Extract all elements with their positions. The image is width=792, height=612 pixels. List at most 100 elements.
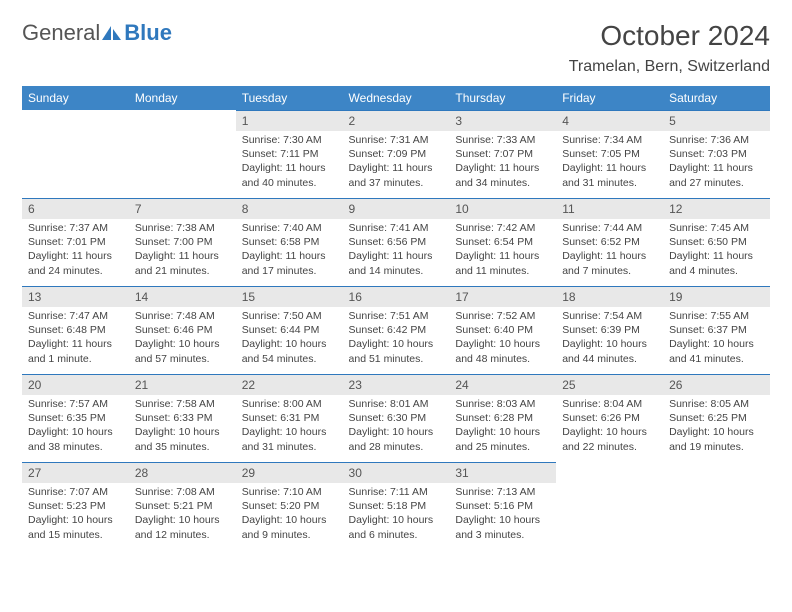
calendar-cell: 16Sunrise: 7:51 AMSunset: 6:42 PMDayligh… [343,286,450,374]
sunset-text: Sunset: 6:42 PM [349,323,444,337]
sunrise-text: Sunrise: 7:52 AM [455,309,550,323]
day-number: 1 [236,110,343,131]
calendar-cell: 3Sunrise: 7:33 AMSunset: 7:07 PMDaylight… [449,110,556,198]
daylight-text: Daylight: 10 hours and 19 minutes. [669,425,764,453]
day-details: Sunrise: 7:31 AMSunset: 7:09 PMDaylight:… [343,131,450,194]
sunset-text: Sunset: 6:30 PM [349,411,444,425]
sunrise-text: Sunrise: 7:13 AM [455,485,550,499]
day-details: Sunrise: 7:42 AMSunset: 6:54 PMDaylight:… [449,219,556,282]
sunset-text: Sunset: 6:31 PM [242,411,337,425]
calendar-cell: 30Sunrise: 7:11 AMSunset: 5:18 PMDayligh… [343,462,450,550]
sunset-text: Sunset: 7:09 PM [349,147,444,161]
sunset-text: Sunset: 6:39 PM [562,323,657,337]
daylight-text: Daylight: 11 hours and 37 minutes. [349,161,444,189]
calendar-cell: 22Sunrise: 8:00 AMSunset: 6:31 PMDayligh… [236,374,343,462]
sunset-text: Sunset: 6:50 PM [669,235,764,249]
sunset-text: Sunset: 5:21 PM [135,499,230,513]
day-number: 25 [556,374,663,395]
daylight-text: Daylight: 11 hours and 14 minutes. [349,249,444,277]
calendar-cell: 24Sunrise: 8:03 AMSunset: 6:28 PMDayligh… [449,374,556,462]
sunset-text: Sunset: 6:40 PM [455,323,550,337]
daylight-text: Daylight: 10 hours and 3 minutes. [455,513,550,541]
day-details: Sunrise: 7:36 AMSunset: 7:03 PMDaylight:… [663,131,770,194]
day-number: 15 [236,286,343,307]
month-title: October 2024 [569,20,770,52]
day-number: 18 [556,286,663,307]
calendar-cell: 21 Sunrise: 7:58 AMSunset: 6:33 PMDayligh… [129,374,236,462]
day-details: Sunrise: 7:30 AMSunset: 7:11 PMDaylight:… [236,131,343,194]
day-number: 29 [236,462,343,483]
sunset-text: Sunset: 6:35 PM [28,411,123,425]
sunrise-text: Sunrise: 8:03 AM [455,397,550,411]
day-details: Sunrise: 7:38 AMSunset: 7:00 PMDaylight:… [129,219,236,282]
day-details: Sunrise: 7:52 AMSunset: 6:40 PMDaylight:… [449,307,556,370]
calendar-cell: 14Sunrise: 7:48 AMSunset: 6:46 PMDayligh… [129,286,236,374]
daylight-text: Daylight: 11 hours and 34 minutes. [455,161,550,189]
day-details: Sunrise: 7:55 AMSunset: 6:37 PMDaylight:… [663,307,770,370]
day-details: Sunrise: 7:57 AMSunset: 6:35 PMDaylight:… [22,395,129,458]
day-details: Sunrise: 7:37 AMSunset: 7:01 PMDaylight:… [22,219,129,282]
daylight-text: Daylight: 10 hours and 54 minutes. [242,337,337,365]
sunset-text: Sunset: 6:54 PM [455,235,550,249]
day-details: Sunrise: 7:41 AMSunset: 6:56 PMDaylight:… [343,219,450,282]
daylight-text: Daylight: 11 hours and 4 minutes. [669,249,764,277]
calendar-cell [129,110,236,198]
calendar-cell: 8Sunrise: 7:40 AMSunset: 6:58 PMDaylight… [236,198,343,286]
day-number: 7 [129,198,236,219]
sunset-text: Sunset: 5:20 PM [242,499,337,513]
calendar-cell [556,462,663,550]
logo-sail-icon [102,26,122,40]
sunset-text: Sunset: 6:44 PM [242,323,337,337]
sunrise-text: Sunrise: 7:55 AM [669,309,764,323]
daylight-text: Daylight: 11 hours and 27 minutes. [669,161,764,189]
day-number: 20 [22,374,129,395]
day-details: Sunrise: 7:08 AMSunset: 5:21 PMDaylight:… [129,483,236,546]
calendar-cell: 15Sunrise: 7:50 AMSunset: 6:44 PMDayligh… [236,286,343,374]
day-number: 30 [343,462,450,483]
day-details: Sunrise: 8:03 AMSunset: 6:28 PMDaylight:… [449,395,556,458]
calendar-cell [22,110,129,198]
daylight-text: Daylight: 10 hours and 6 minutes. [349,513,444,541]
col-tuesday: Tuesday [236,86,343,110]
calendar-cell: 17Sunrise: 7:52 AMSunset: 6:40 PMDayligh… [449,286,556,374]
day-details: Sunrise: 8:00 AMSunset: 6:31 PMDaylight:… [236,395,343,458]
sunrise-text: Sunrise: 7:41 AM [349,221,444,235]
day-number: 22 [236,374,343,395]
logo-text-general: General [22,20,100,46]
daylight-text: Daylight: 11 hours and 24 minutes. [28,249,123,277]
calendar-cell: 13Sunrise: 7:47 AMSunset: 6:48 PMDayligh… [22,286,129,374]
calendar-cell: 19Sunrise: 7:55 AMSunset: 6:37 PMDayligh… [663,286,770,374]
day-number: 28 [129,462,236,483]
daylight-text: Daylight: 11 hours and 40 minutes. [242,161,337,189]
daylight-text: Daylight: 11 hours and 21 minutes. [135,249,230,277]
sunset-text: Sunset: 5:23 PM [28,499,123,513]
day-details: Sunrise: 7:48 AMSunset: 6:46 PMDaylight:… [129,307,236,370]
sunrise-text: Sunrise: 7:58 AM [135,397,230,411]
day-number: 27 [22,462,129,483]
day-number: 5 [663,110,770,131]
daylight-text: Daylight: 10 hours and 35 minutes. [135,425,230,453]
calendar-cell: 23Sunrise: 8:01 AMSunset: 6:30 PMDayligh… [343,374,450,462]
daylight-text: Daylight: 10 hours and 41 minutes. [669,337,764,365]
day-number: 23 [343,374,450,395]
sunrise-text: Sunrise: 7:11 AM [349,485,444,499]
day-number: 21 [129,374,236,395]
sunset-text: Sunset: 6:33 PM [135,411,230,425]
sunrise-text: Sunrise: 7:37 AM [28,221,123,235]
day-details: Sunrise: 7:51 AMSunset: 6:42 PMDaylight:… [343,307,450,370]
calendar-cell: 7Sunrise: 7:38 AMSunset: 7:00 PMDaylight… [129,198,236,286]
title-block: October 2024 Tramelan, Bern, Switzerland [569,20,770,76]
col-friday: Friday [556,86,663,110]
daylight-text: Daylight: 10 hours and 48 minutes. [455,337,550,365]
sunrise-text: Sunrise: 7:07 AM [28,485,123,499]
header: General Blue October 2024 Tramelan, Bern… [22,20,770,76]
sunset-text: Sunset: 6:48 PM [28,323,123,337]
day-number: 2 [343,110,450,131]
day-details: Sunrise: 7:40 AMSunset: 6:58 PMDaylight:… [236,219,343,282]
day-details: Sunrise: 7:47 AMSunset: 6:48 PMDaylight:… [22,307,129,370]
daylight-text: Daylight: 10 hours and 57 minutes. [135,337,230,365]
sunrise-text: Sunrise: 7:36 AM [669,133,764,147]
day-details: Sunrise: 7:45 AMSunset: 6:50 PMDaylight:… [663,219,770,282]
sunset-text: Sunset: 7:11 PM [242,147,337,161]
calendar-cell: 27Sunrise: 7:07 AMSunset: 5:23 PMDayligh… [22,462,129,550]
